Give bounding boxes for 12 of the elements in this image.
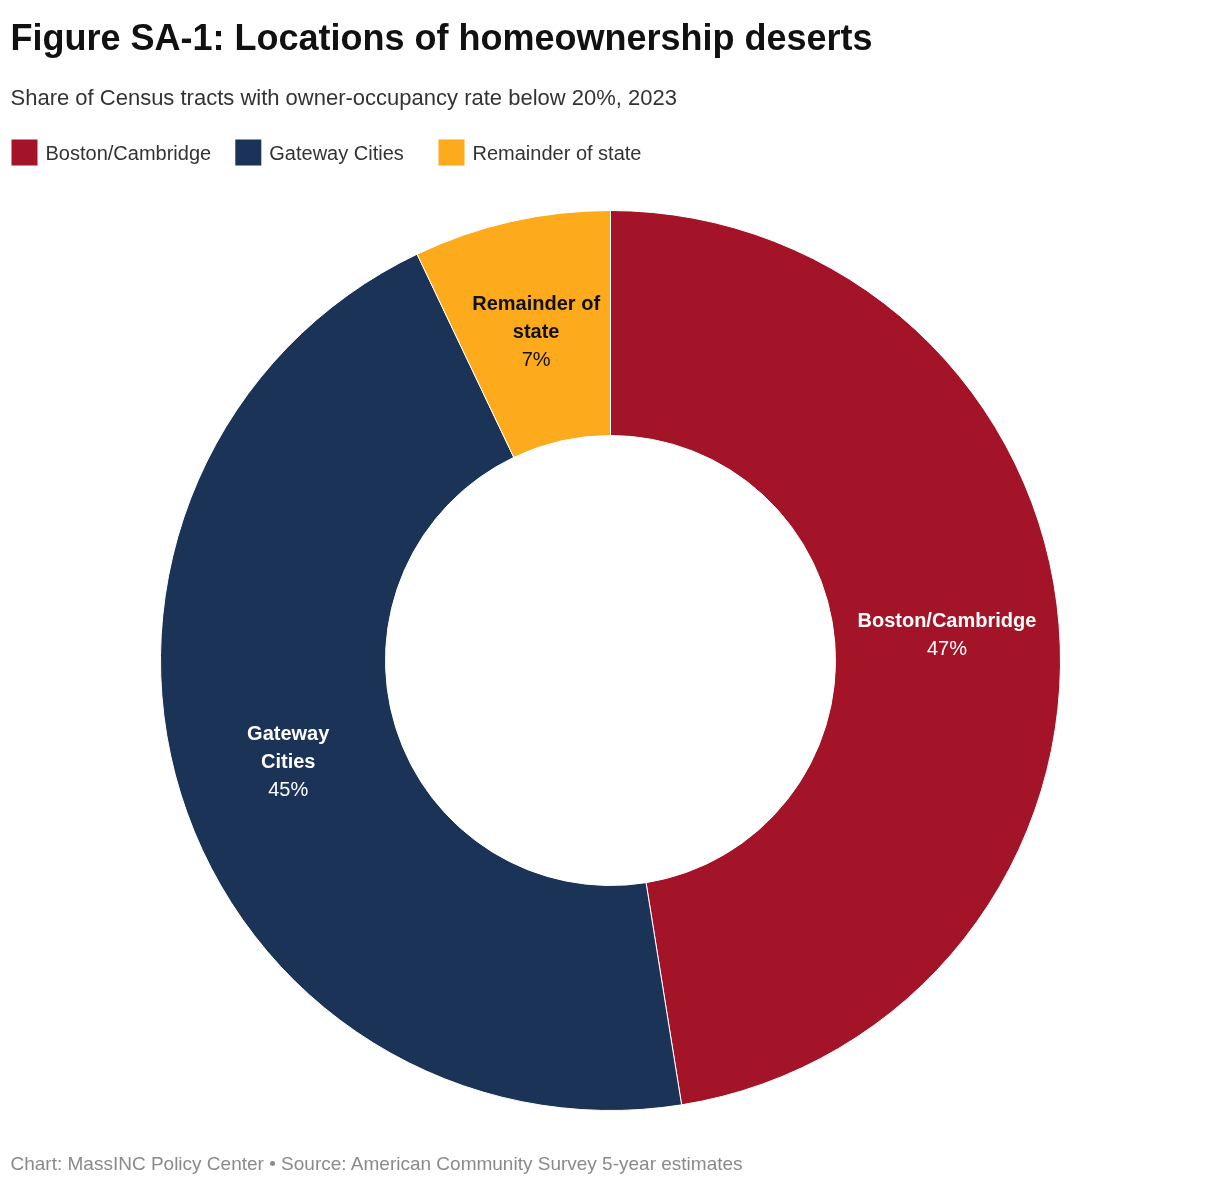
text: Chart: MassINC Policy Center • Source: American Community Survey 5-year estimates — [10, 1153, 743, 1174]
data-label: 47% — [926, 636, 968, 659]
legend-label: Remainder of state — [472, 141, 642, 164]
data-label: 7% — [521, 348, 551, 371]
chart-subtitle: Share of Census tracts with owner-occupancy rate below 20%, 2023 — [10, 85, 677, 110]
chart-title: Figure SA-1: Locations of homeownership deserts — [10, 17, 873, 58]
legend-label: Gateway Cities — [269, 141, 404, 164]
slice-label: Remainder of state — [472, 292, 601, 343]
data-label: 45% — [268, 777, 309, 800]
slice-label: Gateway Cities — [247, 721, 331, 772]
slice-label: Boston/Cambridge — [857, 608, 1037, 631]
legend-label: Boston/Cambridge — [45, 141, 212, 164]
